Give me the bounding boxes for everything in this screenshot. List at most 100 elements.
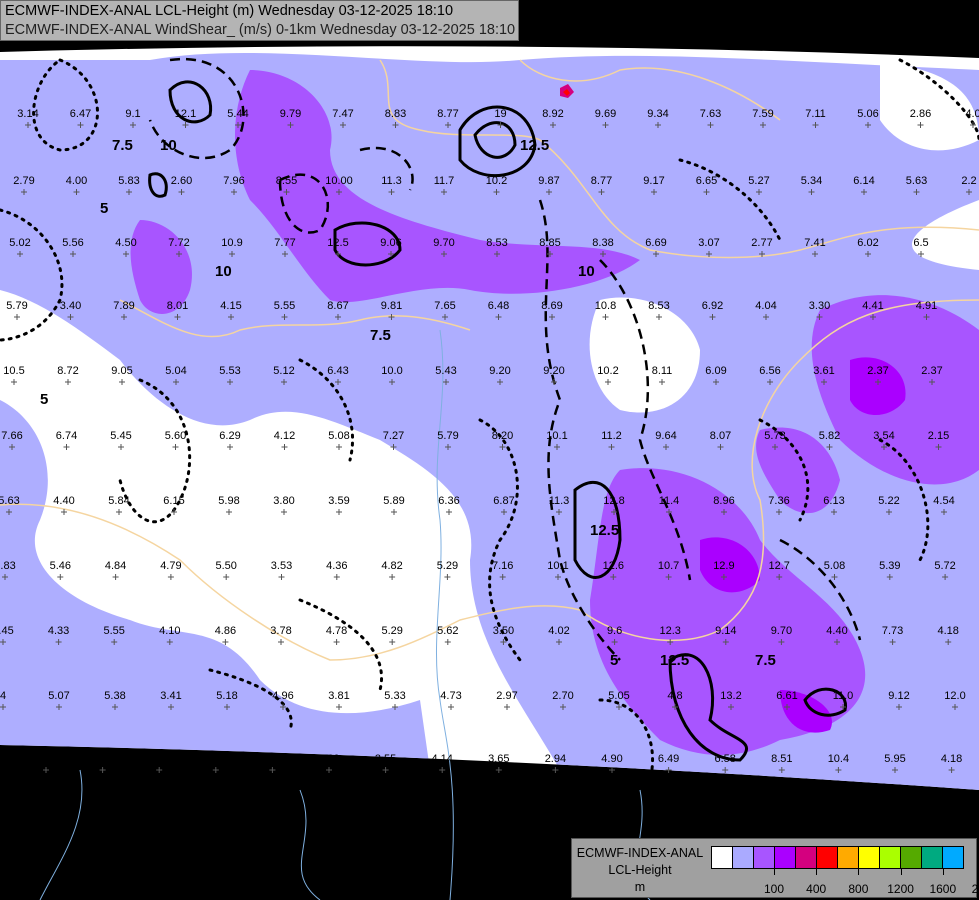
- grid-point-marker: [392, 122, 399, 128]
- grid-point-marker: [112, 704, 118, 710]
- grid-point-marker: [231, 189, 237, 195]
- wind-shear-value: 6.29: [219, 430, 240, 442]
- wind-shear-contours: [148, 80, 847, 762]
- grid-point-marker: [598, 189, 605, 195]
- grid-point-marker: [722, 639, 729, 645]
- wind-shear-value: 6.45: [0, 625, 14, 637]
- wind-shear-value: 4.02: [548, 625, 569, 637]
- grid-point-marker: [840, 704, 846, 710]
- wind-shear-value: 8.55: [276, 175, 297, 187]
- wind-shear-value: 5.07: [48, 690, 69, 702]
- wind-shear-value: 5.39: [879, 560, 900, 572]
- grid-point-marker: [119, 379, 125, 385]
- grid-point-marker: [556, 639, 562, 645]
- wind-shear-value: 5.34: [801, 175, 822, 187]
- grid-point-marker: [55, 639, 62, 645]
- grid-point-marker: [665, 574, 672, 580]
- wind-shear-value: 8.83: [385, 108, 406, 120]
- grid-point-marker: [73, 189, 80, 195]
- wind-shear-value: 11.0: [833, 690, 854, 702]
- wind-shear-value: 11.4: [659, 495, 680, 507]
- wind-shear-value: 8.53: [486, 237, 507, 249]
- grid-point-marker: [335, 379, 341, 385]
- wind-shear-value: 4.0: [965, 108, 979, 120]
- legend-swatch: [775, 847, 796, 868]
- grid-point-marker: [886, 509, 892, 515]
- wind-shear-value: 3.30: [809, 300, 830, 312]
- legend-variable: LCL-Height: [608, 863, 672, 877]
- wind-shear-value: 12.9: [713, 560, 734, 572]
- grid-point-marker: [821, 379, 827, 385]
- wind-shear-value: 19: [494, 108, 506, 120]
- wind-shear-value: 5.46: [50, 560, 71, 572]
- grid-point-marker: [942, 574, 949, 580]
- wind-shear-value: 2.94: [545, 753, 566, 765]
- wind-shear-value: 6.15: [163, 495, 184, 507]
- wind-shear-value: 3.80: [273, 495, 294, 507]
- grid-point-marker: [709, 314, 716, 320]
- grid-point-marker: [335, 251, 341, 257]
- wind-shear-value: 12.7: [768, 560, 789, 572]
- grid-point-marker: [713, 379, 719, 385]
- contour-label: 7.5: [112, 137, 133, 154]
- grid-point-marker: [546, 189, 552, 195]
- grid-point-marker: [389, 379, 395, 385]
- wind-shear-value: 10.9: [221, 237, 242, 249]
- grid-point-marker: [875, 379, 881, 385]
- grid-point-marker: [9, 444, 15, 450]
- wind-shear-value: 2.15: [928, 430, 949, 442]
- grid-point-marker: [67, 314, 74, 320]
- legend-tick: [900, 869, 902, 875]
- legend-swatch: [838, 847, 859, 868]
- grid-point-marker: [834, 639, 840, 645]
- wind-shear-value: 8.20: [492, 430, 513, 442]
- wind-shear-value: 9.12: [888, 690, 909, 702]
- grid-point-marker: [11, 379, 17, 385]
- wind-shear-value: 9.17: [643, 175, 664, 187]
- grid-point-marker: [17, 251, 23, 257]
- wind-shear-value: 5.08: [824, 560, 845, 572]
- wind-shear-value: 11.3: [381, 175, 402, 187]
- wind-shear-value: 5.44: [227, 108, 248, 120]
- country-borders: [0, 59, 979, 661]
- wind-shear-value-labels: 3.14 6.47 9.1 12.1 5.44 9.79 7.47 8.83 8.77 19 8.9…: [0, 108, 979, 773]
- wind-shear-value: 9.20: [543, 365, 564, 377]
- legend-model: ECMWF-INDEX-ANAL: [576, 846, 704, 860]
- wind-shear-value: 10.1: [547, 560, 568, 572]
- wind-shear-value: 5.84: [108, 495, 129, 507]
- wind-shear-value: 3.78: [270, 625, 291, 637]
- wind-shear-value: 4.86: [215, 625, 236, 637]
- grid-point-marker: [703, 189, 710, 195]
- wind-shear-value: 3.53: [271, 560, 292, 572]
- legend-swatch: [796, 847, 817, 868]
- legend-swatch: [754, 847, 775, 868]
- grid-point-marker: [212, 767, 219, 773]
- wind-shear-value: 5.79: [437, 430, 458, 442]
- wind-shear-value: 10.7: [658, 560, 679, 572]
- wind-shear-value: 8.85: [539, 237, 560, 249]
- contour-label: 5: [610, 652, 618, 669]
- legend-tick: [858, 869, 860, 875]
- wind-shear-value: 6.36: [438, 495, 459, 507]
- wind-shear-value: 11.2: [601, 430, 622, 442]
- contour-label: 10: [160, 137, 177, 154]
- grid-point-marker: [610, 574, 617, 580]
- grid-point-marker: [494, 251, 500, 257]
- wind-shear-value: 4.18: [937, 625, 958, 637]
- grid-point-marker: [223, 574, 230, 580]
- grid-point-marker: [445, 444, 451, 450]
- grid-point-marker: [25, 122, 31, 128]
- grid-point-marker: [166, 639, 173, 645]
- grid-point-marker: [655, 122, 661, 128]
- wind-shear-value: 3.14: [17, 108, 38, 120]
- wind-shear-value: 5.08: [328, 430, 349, 442]
- grid-point-marker: [388, 189, 395, 195]
- grid-point-marker: [118, 444, 124, 450]
- grid-point-marker: [760, 122, 766, 128]
- wind-shear-value: 10.4: [828, 753, 849, 765]
- wind-shear-value: 5.02: [9, 237, 30, 249]
- grid-point-marker: [555, 574, 561, 580]
- wind-shear-value: 12.8: [603, 495, 624, 507]
- grid-point-marker: [182, 122, 189, 128]
